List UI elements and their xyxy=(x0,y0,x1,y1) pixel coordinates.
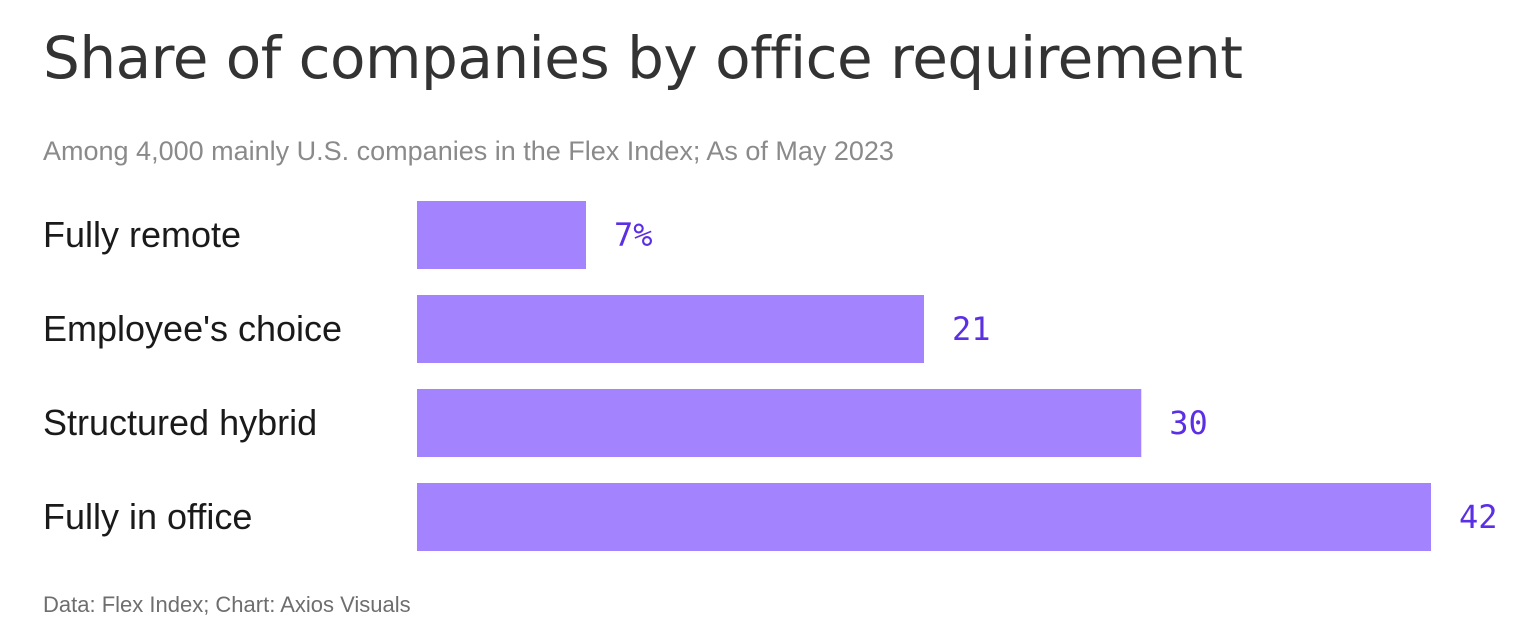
value-label-fully-remote: 7% xyxy=(614,216,653,254)
value-label-fully-in-office: 42 xyxy=(1459,498,1498,536)
bar-employee-s-choice xyxy=(417,295,924,363)
chart-subtitle: Among 4,000 mainly U.S. companies in the… xyxy=(43,136,894,166)
category-label-fully-in-office: Fully in office xyxy=(43,496,252,537)
category-label-employee-s-choice: Employee's choice xyxy=(43,308,342,349)
bar-structured-hybrid xyxy=(417,389,1142,457)
category-label-structured-hybrid: Structured hybrid xyxy=(43,402,317,443)
chart-title: Share of companies by office requirement xyxy=(43,24,1243,92)
bar-fully-remote xyxy=(417,201,586,269)
value-label-structured-hybrid: 30 xyxy=(1169,404,1208,442)
value-label-employee-s-choice: 21 xyxy=(952,310,991,348)
bar-fully-in-office xyxy=(417,483,1431,551)
chart-source: Data: Flex Index; Chart: Axios Visuals xyxy=(43,592,411,617)
category-label-fully-remote: Fully remote xyxy=(43,214,241,255)
